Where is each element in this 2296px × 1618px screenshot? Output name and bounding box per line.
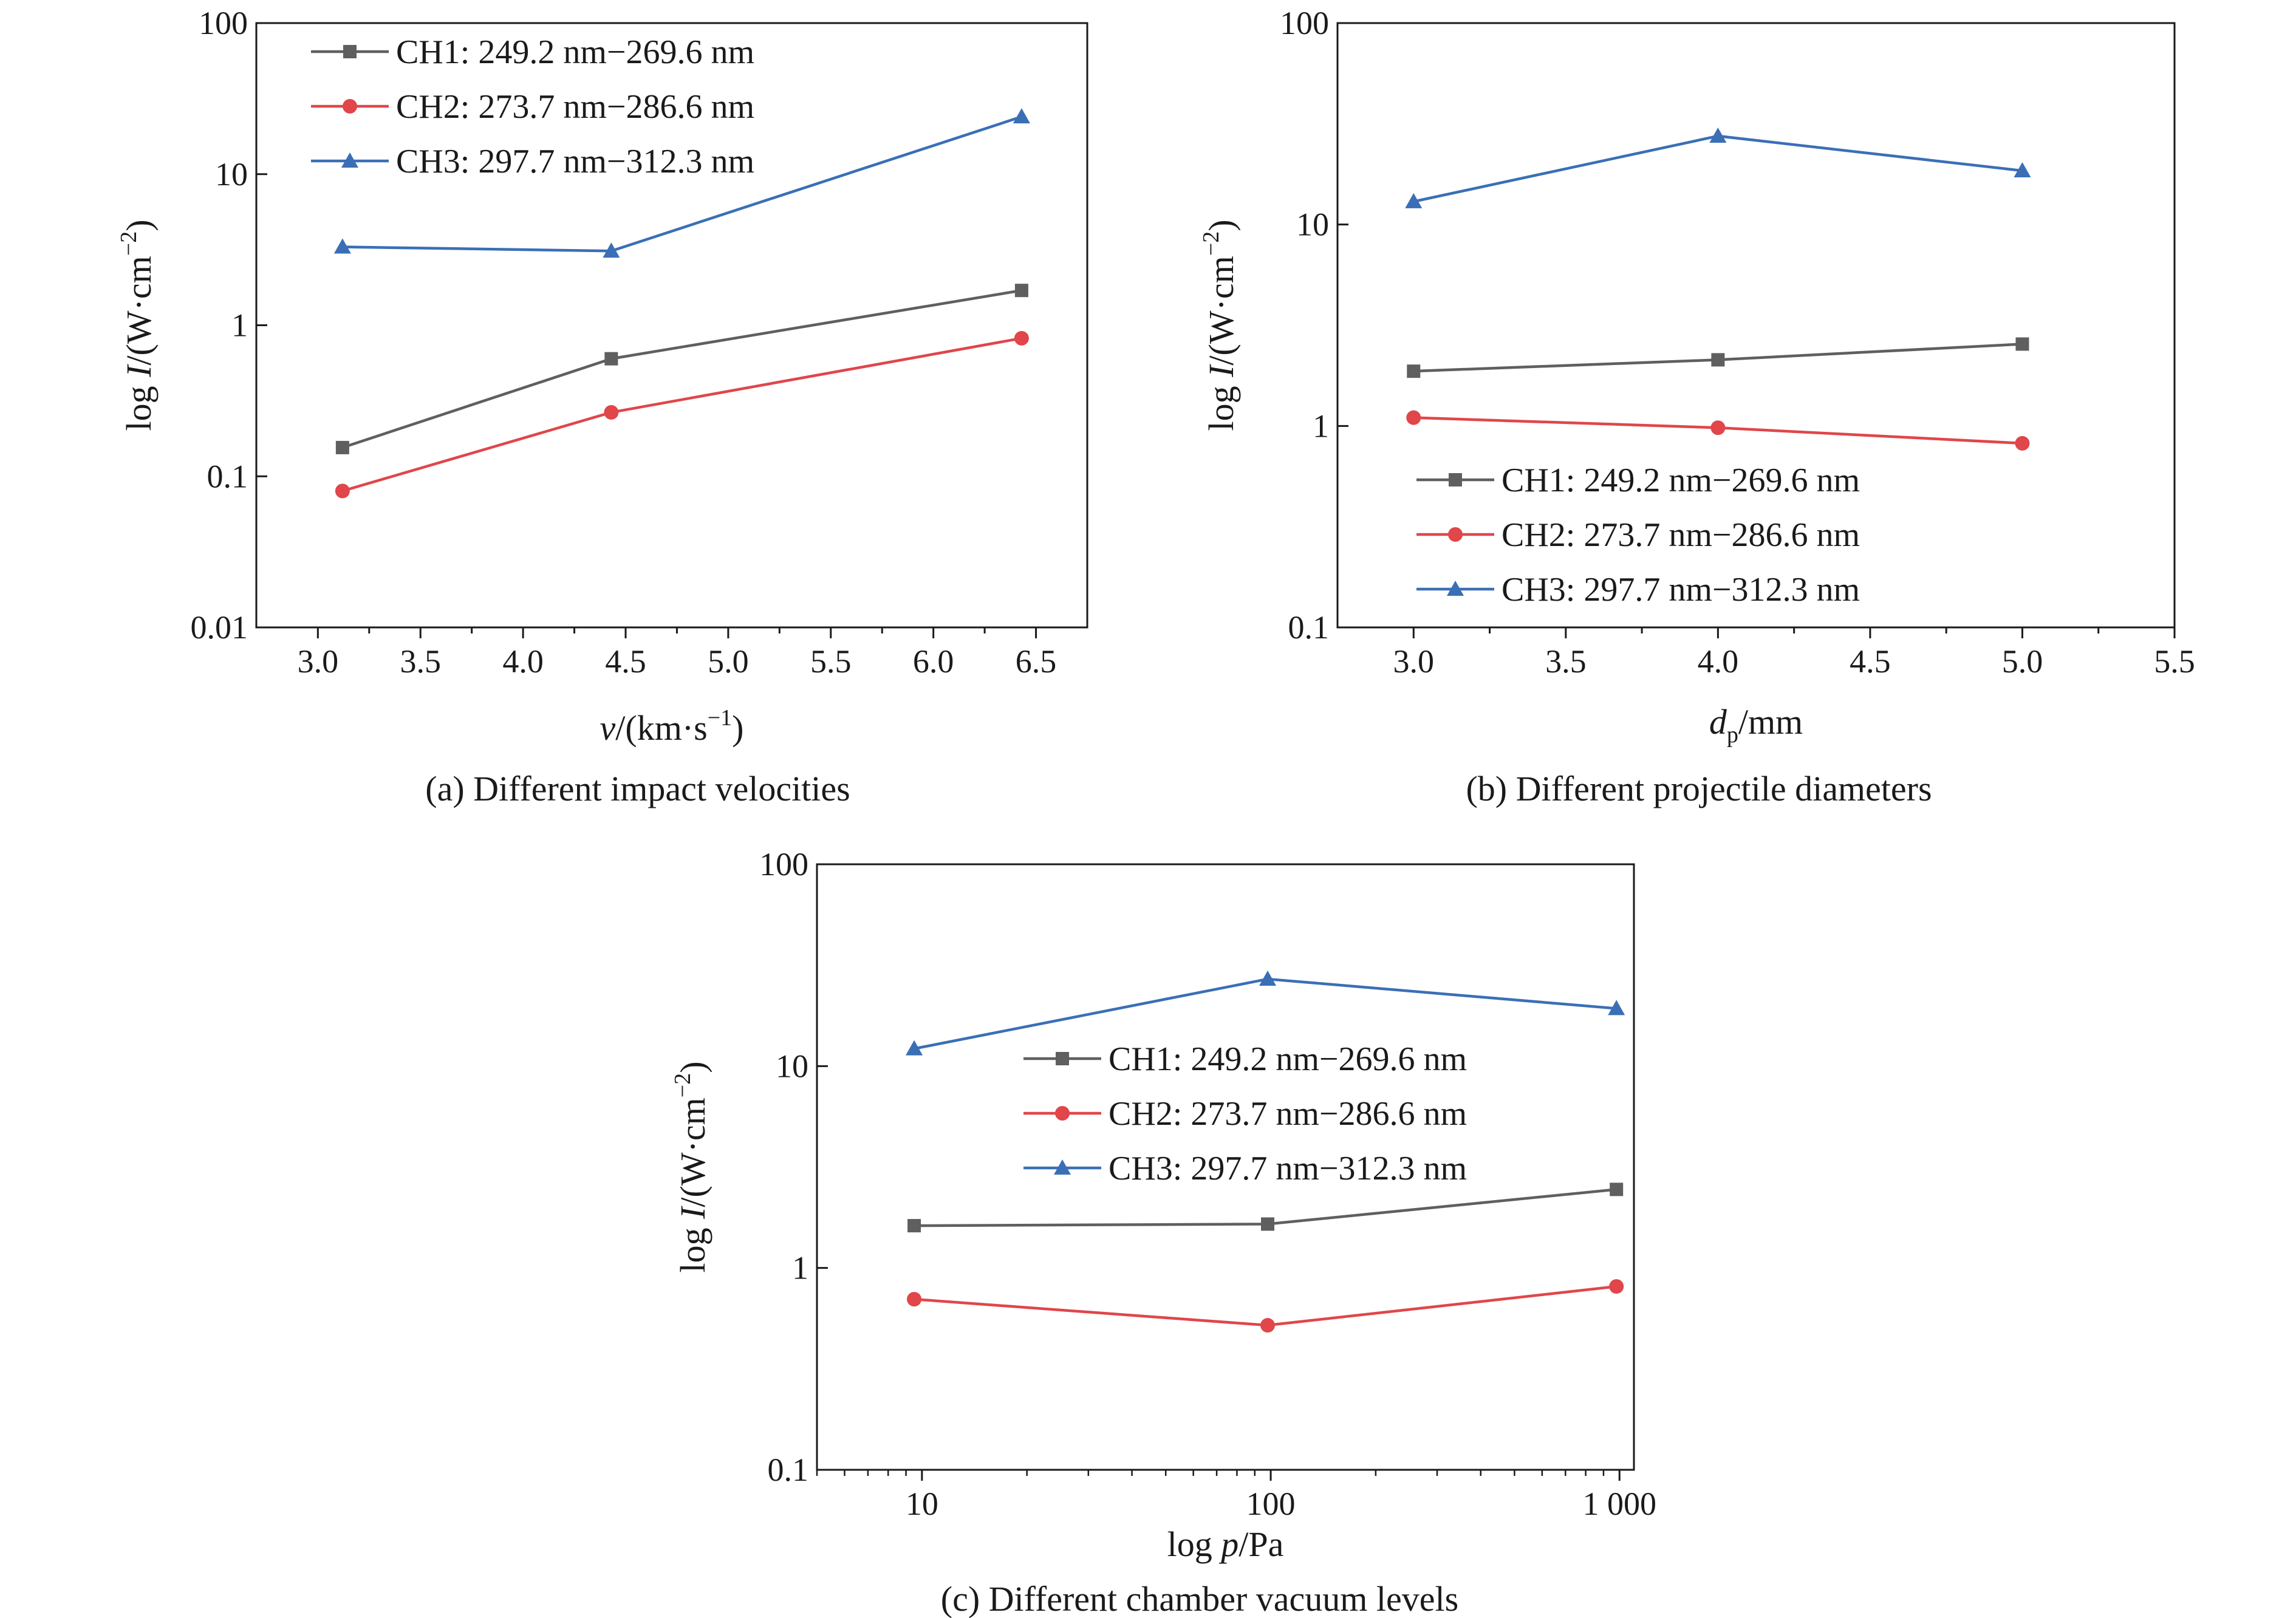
x-tick-label: 5.5 — [810, 643, 852, 680]
y-tick-label: 100 — [759, 846, 808, 882]
data-point-ch1 — [604, 352, 618, 366]
y-tick-label: 10 — [776, 1048, 808, 1084]
data-point-ch2 — [1609, 1279, 1624, 1294]
data-point-ch3 — [603, 242, 620, 258]
data-point-ch3 — [2014, 162, 2031, 178]
data-point-ch2 — [604, 405, 619, 420]
x-tick-label: 1 000 — [1582, 1486, 1656, 1522]
x-tick-label: 4.0 — [502, 643, 544, 680]
plot-frame — [1336, 22, 2176, 629]
x-tick-label: 4.5 — [605, 643, 646, 680]
data-point-ch1 — [1610, 1183, 1624, 1196]
legend-marker — [1056, 1052, 1069, 1065]
legend-marker — [1448, 527, 1463, 542]
y-axis-label: log I/(W·cm−2) — [116, 219, 159, 431]
legend-entry: CH2: 273.7 nm−286.6 nm — [1109, 1095, 1467, 1133]
x-tick-label: 6.5 — [1016, 643, 1057, 680]
data-point-ch1 — [1711, 353, 1725, 367]
data-point-ch1 — [2015, 337, 2029, 351]
x-tick-label: 4.0 — [1698, 643, 1739, 680]
x-tick-label: 100 — [1246, 1486, 1296, 1522]
legend: CH1: 249.2 nm−269.6 nm CH2: 273.7 nm−286.… — [1023, 1040, 1467, 1187]
y-axis-label: log I/(W·cm−2) — [1198, 219, 1241, 431]
legend-marker — [343, 45, 357, 58]
figure-caption: (b) Different projectile diameters — [1466, 769, 1932, 808]
data-point-ch3 — [1013, 108, 1030, 124]
data-point-ch1 — [907, 1219, 921, 1233]
y-tick-label: 100 — [1280, 5, 1329, 41]
legend-marker — [1055, 1106, 1070, 1121]
data-point-ch2 — [335, 483, 350, 499]
legend: CH1: 249.2 nm−269.6 nm CH2: 273.7 nm−286.… — [311, 33, 754, 180]
data-point-ch3 — [1405, 193, 1423, 208]
data-point-ch3 — [1608, 1000, 1625, 1016]
x-tick-label: 3.5 — [1545, 643, 1587, 680]
data-point-ch2 — [1260, 1318, 1276, 1333]
legend-marker — [343, 99, 357, 114]
series-line-ch3 — [342, 115, 1022, 253]
series-line-ch3 — [1413, 134, 2023, 203]
data-point-ch1 — [1014, 284, 1028, 298]
y-tick-label: 0.01 — [191, 609, 248, 646]
x-tick-label: 6.0 — [913, 643, 954, 680]
legend-entry: CH1: 249.2 nm−269.6 nm — [396, 33, 754, 71]
y-tick-label: 1 — [792, 1250, 808, 1286]
x-axis-label: dp/mm — [1709, 702, 1803, 748]
data-point-ch2 — [1710, 420, 1726, 435]
y-tick-label: 1 — [1313, 408, 1329, 444]
x-tick-label: 4.5 — [1850, 643, 1891, 680]
legend-marker — [1449, 473, 1462, 486]
y-axis-label: log I/(W·cm−2) — [670, 1061, 712, 1272]
legend-entry: CH1: 249.2 nm−269.6 nm — [1502, 462, 1860, 499]
y-tick-label: 1 — [231, 307, 248, 344]
legend-entry: CH2: 273.7 nm−286.6 nm — [396, 88, 754, 126]
chart-a: 0.01 0.1 1 10 100 3.0 3.5 4.0 4.5 5.0 5.5 6.0 6.5 v/(… — [116, 5, 1088, 808]
plot-frame — [816, 863, 1635, 1471]
legend-marker — [1054, 1159, 1071, 1175]
legend-entry: CH3: 297.7 nm−312.3 nm — [1502, 571, 1860, 609]
chart-c: 0.1 1 10 100 10 100 1 000 log p/Pa log I/(W·cm−2… — [670, 846, 1656, 1618]
y-tick-label: 10 — [215, 156, 248, 193]
legend: CH1: 249.2 nm−269.6 nm CH2: 273.7 nm−286.… — [1416, 462, 1860, 609]
x-tick-label: 3.0 — [1393, 643, 1435, 680]
data-point-ch3 — [1709, 127, 1727, 143]
y-tick-label: 10 — [1296, 207, 1329, 243]
y-tick-label: 0.1 — [207, 458, 248, 494]
chart-b: 0.1 1 10 100 3.0 3.5 4.0 4.5 5.0 5.5 dp/mm log I/(W… — [1198, 5, 2195, 808]
series-line-ch3 — [914, 977, 1617, 1050]
figure-caption: (c) Different chamber vacuum levels — [941, 1579, 1458, 1618]
y-tick-label: 0.1 — [768, 1452, 809, 1488]
x-tick-label: 3.0 — [298, 643, 339, 680]
data-point-ch2 — [1406, 410, 1421, 425]
data-point-ch3 — [1259, 970, 1277, 986]
legend-entry: CH1: 249.2 nm−269.6 nm — [1109, 1040, 1467, 1078]
y-tick-label: 100 — [199, 5, 248, 41]
x-tick-label: 5.5 — [2154, 643, 2195, 680]
legend-marker — [1447, 581, 1464, 596]
y-tick-label: 0.1 — [1288, 609, 1330, 646]
data-point-ch1 — [335, 440, 349, 454]
x-tick-label: 5.0 — [2002, 643, 2043, 680]
x-axis-label: v/(km·s−1) — [600, 705, 744, 748]
series-line-ch1 — [342, 288, 1022, 449]
figure-caption: (a) Different impact velocities — [425, 769, 850, 808]
legend-entry: CH3: 297.7 nm−312.3 nm — [396, 143, 754, 180]
data-point-ch3 — [333, 238, 351, 254]
legend-entry: CH3: 297.7 nm−312.3 nm — [1109, 1150, 1467, 1187]
x-tick-label: 5.0 — [708, 643, 749, 680]
data-point-ch1 — [1261, 1217, 1275, 1231]
x-axis-label: log p/Pa — [1167, 1524, 1284, 1564]
data-point-ch3 — [906, 1040, 923, 1056]
x-tick-label: 3.5 — [400, 643, 441, 680]
data-point-ch2 — [1014, 330, 1029, 346]
legend-entry: CH2: 273.7 nm−286.6 nm — [1502, 516, 1860, 554]
x-tick-label: 10 — [906, 1486, 938, 1522]
data-point-ch1 — [1407, 364, 1421, 378]
data-point-ch2 — [907, 1292, 922, 1307]
data-point-ch2 — [2015, 435, 2030, 451]
legend-marker — [341, 152, 358, 168]
